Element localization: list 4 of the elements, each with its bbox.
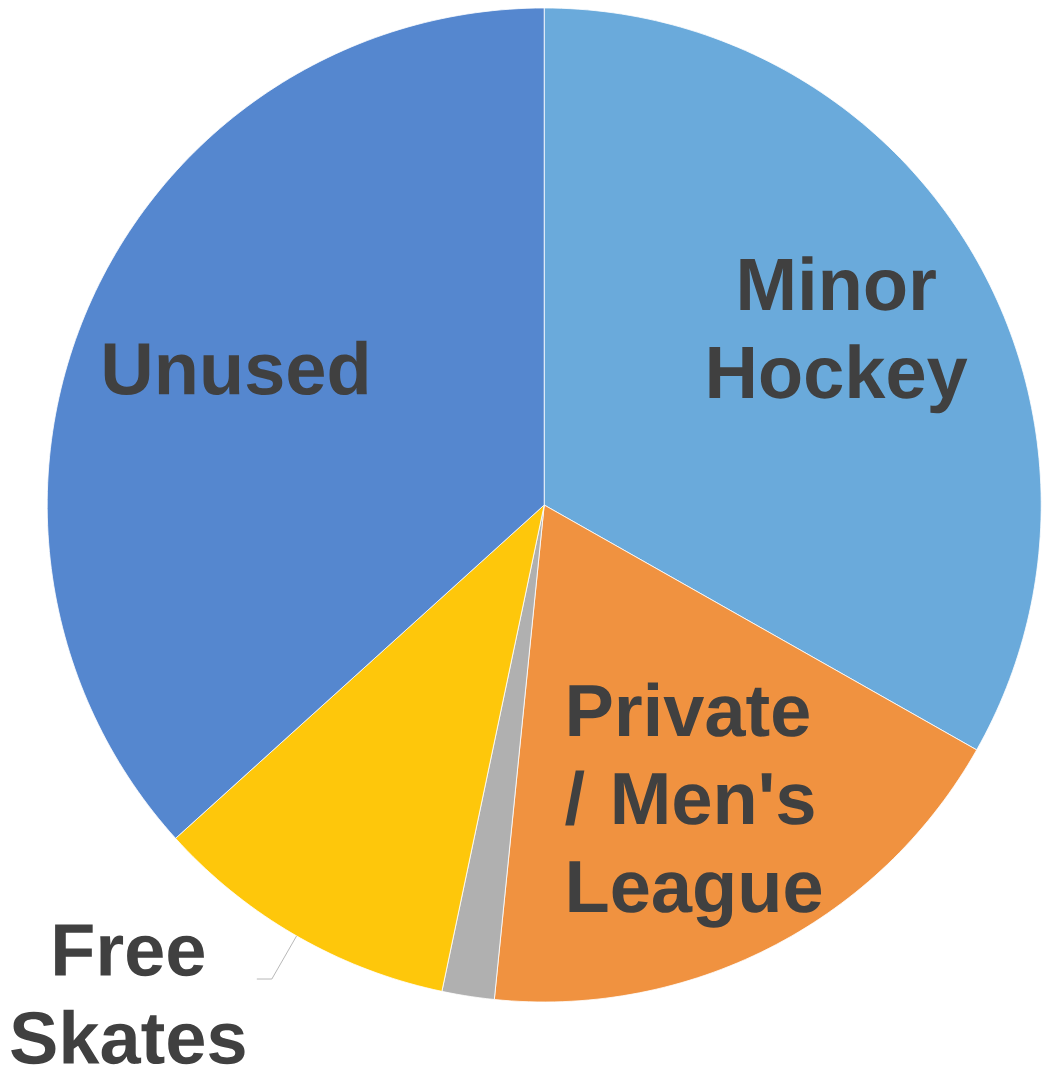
slice-label: Minor Hockey [709,256,968,414]
slice-label: Unused [104,340,367,396]
slice-label: Free Skates [11,924,245,1065]
slice-label: Private / Men's League [565,682,821,928]
